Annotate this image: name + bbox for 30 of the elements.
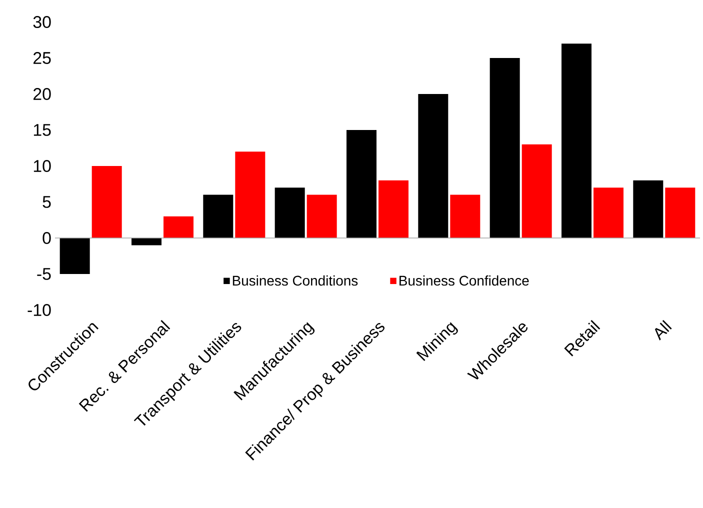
y-tick-label: 15 [34,124,51,136]
bar [203,194,234,238]
y-tick-label: 25 [34,52,51,64]
bar [274,188,305,238]
bar [450,194,480,238]
x-tick-label: All [654,320,672,341]
bar [92,166,122,238]
bar [306,194,337,238]
y-tick-label: 30 [33,16,51,28]
y-tick-label: -5 [37,268,51,280]
legend-label: Business Confidence [400,275,529,286]
bar [633,180,664,238]
bar [132,238,162,246]
bar [594,188,624,238]
y-tick-label: 5 [42,196,51,208]
y-tick-label: 0 [42,232,51,244]
bar [378,180,408,238]
y-tick-label: 10 [34,160,51,172]
bar [562,44,592,238]
y-tick-label: -10 [28,304,51,316]
legend-label: Business Conditions [232,275,358,286]
bar [522,144,552,238]
bar [60,238,90,274]
bar [418,94,448,238]
y-tick-label: 20 [34,88,51,100]
bar [346,130,376,238]
bar [490,58,520,238]
bar [235,152,266,238]
bar [164,216,194,238]
bar [665,188,696,238]
